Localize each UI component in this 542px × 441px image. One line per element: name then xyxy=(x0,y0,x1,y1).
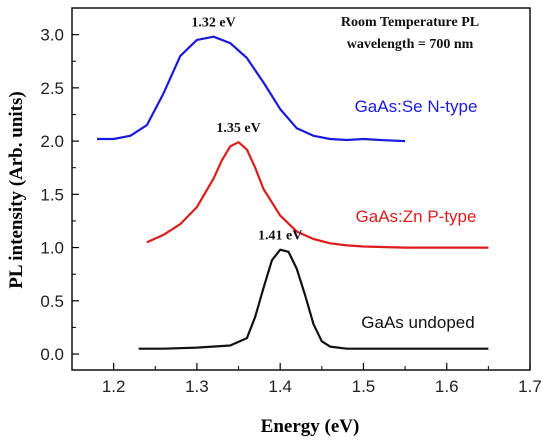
annotation-line-2: wavelength = 700 nm xyxy=(347,37,474,52)
series-line-0 xyxy=(97,35,406,143)
x-tick-label: 1.2 xyxy=(102,377,126,396)
x-tick-label: 1.4 xyxy=(268,377,292,396)
y-tick-label: 2.0 xyxy=(40,132,64,151)
y-tick-label: 1.5 xyxy=(40,185,64,204)
annotation-line-1: Room Temperature PL xyxy=(341,15,479,30)
x-tick-label: 1.3 xyxy=(185,377,209,396)
peak-label-0: 1.32 eV xyxy=(191,16,235,31)
series-label-0: GaAs:Se N-type xyxy=(355,97,478,116)
x-tick-label: 1.7 xyxy=(518,377,542,396)
series-line-1 xyxy=(146,141,489,249)
y-tick-label: 3.0 xyxy=(40,26,64,45)
series-label-2: GaAs undoped xyxy=(361,313,474,332)
series-label-1: GaAs:Zn P-type xyxy=(356,207,477,226)
peak-label-2: 1.41 eV xyxy=(258,229,302,244)
y-tick-label: 0.0 xyxy=(40,345,64,364)
axes-layer: 1.2 1.3 1.4 1.5 1.6 1.7 0.0 0.5 1.0 1.5 2.0 2.5 3.0 xyxy=(40,7,542,396)
x-tick-label: 1.6 xyxy=(435,377,459,396)
plot-frame xyxy=(71,7,531,371)
x-tick-label: 1.5 xyxy=(352,377,376,396)
series-line-2 xyxy=(138,248,489,350)
series-layer xyxy=(97,35,489,350)
labels-layer: 1.32 eV GaAs:Se N-type 1.35 eV GaAs:Zn P-ty… xyxy=(191,16,477,332)
y-tick-label: 1.0 xyxy=(40,239,64,258)
x-axis-title: Energy (eV) xyxy=(261,416,360,437)
y-tick-label: 2.5 xyxy=(40,79,64,98)
y-tick-label: 0.5 xyxy=(40,292,64,311)
peak-label-1: 1.35 eV xyxy=(216,121,260,136)
y-axis-title: PL intensity (Arb. units) xyxy=(6,91,27,288)
